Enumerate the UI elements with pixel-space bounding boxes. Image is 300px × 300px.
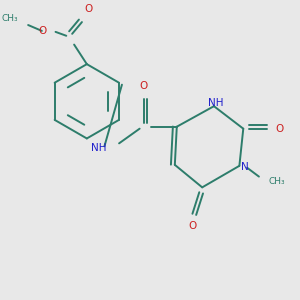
Text: N: N [241,162,249,172]
Text: O: O [38,26,47,36]
Text: NH: NH [91,143,106,153]
Text: CH₃: CH₃ [2,14,18,23]
Text: NH: NH [208,98,224,108]
Text: O: O [140,81,148,91]
Text: O: O [188,221,196,232]
Text: CH₃: CH₃ [269,177,285,186]
Text: O: O [275,124,284,134]
Text: O: O [85,4,93,14]
